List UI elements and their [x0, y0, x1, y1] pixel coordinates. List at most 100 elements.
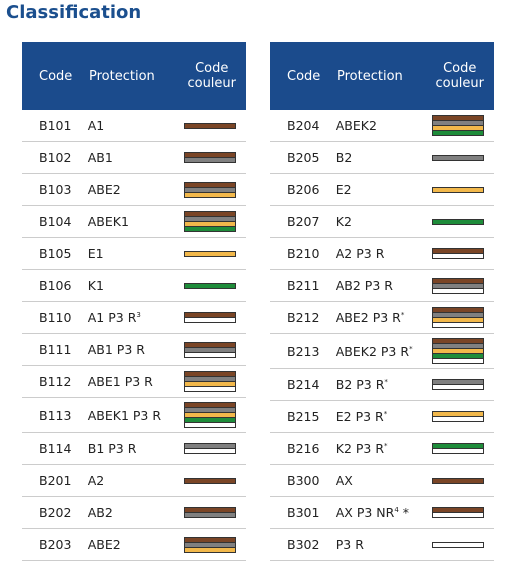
table-row: B101 A1	[22, 110, 246, 142]
code-cell: B203	[39, 537, 72, 552]
code-cell: B105	[39, 246, 72, 261]
color-cell	[422, 411, 494, 422]
color-code	[184, 477, 236, 484]
color-stripe	[184, 211, 236, 216]
column-header: Code couleur	[435, 61, 485, 91]
protection-text: ABE2	[87, 182, 121, 197]
color-cell	[422, 443, 494, 454]
table-row: B111 AB1 P3 R	[22, 334, 246, 366]
color-stripe	[184, 402, 236, 407]
color-cell	[174, 477, 246, 484]
protection-text: AX	[335, 473, 353, 488]
footnote: *	[384, 441, 388, 450]
protection-cell: A2	[88, 473, 174, 488]
color-cell	[422, 186, 494, 193]
color-stripe	[432, 218, 484, 225]
code-cell: B106	[39, 278, 72, 293]
color-stripe	[432, 277, 484, 283]
color-stripe	[432, 348, 484, 353]
color-cell	[174, 341, 246, 358]
color-stripe	[184, 541, 236, 547]
protection-text: A2	[87, 473, 105, 488]
color-code	[432, 186, 484, 193]
color-stripe	[184, 412, 236, 417]
color-cell	[422, 248, 494, 259]
color-stripe	[432, 477, 484, 484]
protection-cell: ABE1 P3 R	[88, 374, 174, 389]
color-cell	[174, 402, 246, 428]
protection-text: A1	[87, 118, 105, 133]
color-code	[184, 312, 236, 323]
table-row: B300 AX	[270, 465, 494, 497]
color-stripe	[184, 122, 236, 129]
color-stripe	[184, 152, 236, 157]
color-stripe	[184, 512, 236, 518]
column-header: Code	[287, 68, 321, 84]
protection-text: AB1 P3 R	[87, 342, 145, 357]
column-header: Protection	[89, 68, 155, 84]
color-code	[432, 477, 484, 484]
color-cell	[174, 282, 246, 289]
color-code	[184, 371, 236, 392]
code-cell: B302	[287, 537, 320, 552]
color-stripe	[432, 343, 484, 348]
color-stripe	[184, 546, 236, 553]
table-row: B211 AB2 P3 R	[270, 270, 494, 302]
protection-text: ABE2	[87, 537, 121, 552]
color-code	[432, 218, 484, 225]
code-cell: B211	[287, 278, 320, 293]
table-row: B301 AX P3 NR4 *	[270, 497, 494, 529]
protection-text: ABEK1	[87, 214, 129, 229]
code-cell: B212	[287, 310, 320, 325]
color-cell	[174, 536, 246, 553]
color-stripe	[184, 417, 236, 422]
table-row: B206 E2	[270, 174, 494, 206]
color-cell	[174, 181, 246, 198]
footnote: *	[383, 409, 388, 418]
color-stripe	[184, 341, 236, 347]
color-stripe	[184, 477, 236, 484]
column-header: Protection	[337, 68, 403, 84]
protection-cell: K1	[88, 278, 174, 293]
protection-cell: ABE2	[88, 182, 174, 197]
color-cell	[174, 507, 246, 518]
protection-text: AB2 P3 R	[335, 278, 393, 293]
color-cell	[422, 115, 494, 136]
protection-text: AB1	[87, 150, 113, 165]
protection-text: B1 P3 R	[87, 441, 137, 456]
color-stripe	[432, 353, 484, 358]
color-code	[184, 282, 236, 289]
color-cell	[422, 218, 494, 225]
protection-cell: E2 P3 R*	[336, 409, 422, 424]
color-cell	[174, 371, 246, 392]
header-row: Code Protection Code couleur	[270, 42, 494, 110]
color-stripe	[184, 250, 236, 257]
color-stripe	[184, 448, 236, 454]
color-stripe	[432, 358, 484, 364]
code-cell: B213	[287, 343, 320, 359]
color-code	[432, 541, 484, 548]
protection-cell: B2 P3 R*	[336, 377, 422, 392]
color-stripe	[432, 322, 484, 328]
color-cell	[422, 507, 494, 518]
protection-text: AB2	[87, 505, 113, 520]
color-cell	[422, 307, 494, 328]
color-code	[184, 122, 236, 129]
color-stripe	[184, 157, 236, 163]
color-stripe	[432, 312, 484, 317]
table-row: B114 B1 P3 R	[22, 433, 246, 465]
color-stripe	[184, 216, 236, 221]
table: Code Protection Code couleur B204 ABEK2 B205 B…	[270, 42, 494, 561]
color-code	[184, 402, 236, 428]
color-stripe	[432, 282, 484, 288]
protection-cell: ABEK1 P3 R	[88, 408, 174, 423]
protection-cell: A2 P3 R	[336, 246, 422, 261]
code-cell: B103	[39, 182, 72, 197]
color-cell	[174, 443, 246, 454]
color-code	[184, 181, 236, 198]
color-stripe	[184, 443, 236, 448]
table-row: B214 B2 P3 R*	[270, 369, 494, 401]
protection-cell: AB1 P3 R	[88, 342, 174, 357]
table-row: B302 P3 R	[270, 529, 494, 561]
